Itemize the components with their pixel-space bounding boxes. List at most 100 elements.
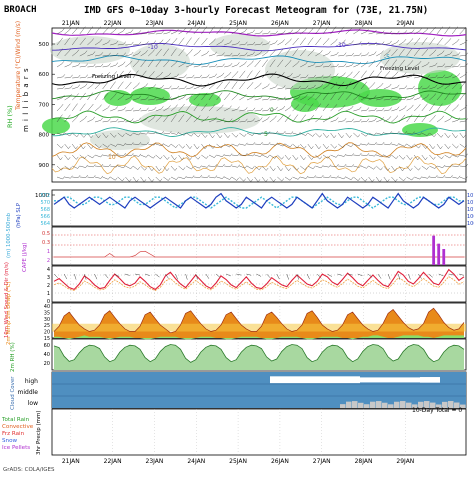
wind-barb-flag	[402, 168, 405, 172]
wind-barb	[178, 154, 183, 161]
wind-barb	[436, 86, 443, 90]
wind-barb	[345, 95, 350, 101]
wind-barb-flag	[434, 84, 438, 88]
wind-barb-flag	[425, 157, 428, 160]
precip-mm-label: 3hr Precip (mm)	[36, 410, 42, 455]
wind-barb	[56, 106, 62, 112]
wind-barb	[163, 176, 169, 181]
wind-barb	[459, 107, 466, 112]
wind-barb-flag	[175, 104, 178, 108]
wind-barb-flag	[296, 104, 300, 108]
wind-barb	[353, 43, 360, 46]
wind-barb-flag	[350, 177, 354, 180]
wind-barb	[444, 119, 451, 123]
wind-barb	[155, 74, 161, 79]
wind-barb-flag	[366, 94, 369, 98]
temp-tick: 35	[44, 310, 50, 316]
wind-barb-flag	[237, 52, 240, 56]
wind-barb-flag	[389, 83, 392, 87]
wind-barb	[132, 98, 139, 101]
wind-barb-flag	[321, 63, 324, 67]
wind-barb	[315, 132, 320, 138]
wind-barb	[284, 154, 289, 160]
wind-barb-flag	[85, 63, 88, 67]
wind-barb	[269, 118, 275, 123]
wind-barb-flag	[312, 133, 315, 137]
wind-barb-flag	[275, 106, 278, 110]
wind-barb	[444, 132, 449, 138]
wind-barb-flag	[91, 82, 95, 86]
wind-barb-flag	[388, 116, 392, 119]
wind-barb	[300, 117, 304, 123]
wind-barb-flag	[138, 51, 141, 54]
wind-barb	[178, 106, 183, 112]
wind-barb-flag	[214, 51, 217, 55]
wind-barb	[132, 32, 139, 35]
wind-barb	[224, 65, 231, 68]
wind-barb-flag	[364, 178, 368, 182]
wind-barb	[102, 84, 107, 90]
wind-barb	[345, 29, 351, 35]
wind-barb-flag	[138, 95, 141, 99]
wind-barb-flag	[425, 103, 428, 107]
wind-barb	[444, 53, 451, 57]
wind-barb	[56, 63, 63, 68]
wind-barb	[216, 54, 223, 57]
wind-barb-flag	[404, 131, 408, 134]
wind-barb-flag	[447, 92, 451, 96]
wind-barb-flag	[60, 114, 63, 118]
wind-barb	[208, 66, 215, 68]
wind-barb	[452, 66, 459, 68]
wind-barb	[132, 84, 138, 90]
wind-barb-flag	[289, 105, 293, 108]
wind-barb-flag	[313, 84, 316, 88]
wind-barb-flag	[334, 145, 337, 149]
wind-dir-barb	[226, 273, 231, 277]
wind-barb	[72, 86, 78, 90]
wind-barb	[208, 176, 215, 179]
wind-barb-flag	[212, 26, 215, 30]
wind-barb	[163, 32, 170, 35]
wind-barb-flag	[311, 146, 314, 149]
wind-barb-flag	[381, 41, 385, 45]
wind-barb-flag	[229, 118, 233, 122]
wind-barb	[391, 51, 396, 57]
wind-barb-flag	[189, 114, 193, 118]
wind-barb	[300, 30, 306, 35]
wind-barb	[338, 74, 344, 79]
wind-barb	[406, 31, 413, 35]
wind-barb-flag	[290, 144, 293, 148]
wind-barb-flag	[366, 118, 370, 122]
wind-barb	[254, 32, 261, 35]
wind-barb-flag	[455, 92, 458, 96]
wind-barb	[140, 132, 147, 135]
wind-barb-flag	[108, 63, 111, 67]
wind-barb	[155, 117, 161, 123]
wind-barb	[117, 132, 123, 137]
wind-barb-flag	[417, 48, 420, 52]
wind-barb	[345, 132, 350, 138]
wind-barb-flag	[91, 146, 94, 149]
wind-barb-flag	[122, 134, 125, 137]
wind-barb-flag	[419, 95, 422, 98]
wind-barb-flag	[159, 59, 162, 63]
wind-barb-flag	[252, 142, 256, 145]
wind-barb	[262, 33, 269, 35]
wind-barb-flag	[465, 52, 468, 56]
wind-dir-barb	[195, 273, 199, 280]
wind-barb-flag	[336, 73, 339, 77]
wind-barb	[376, 143, 383, 145]
rh-area	[54, 344, 464, 370]
wind-barb	[338, 165, 345, 167]
wind-barb-flag	[388, 155, 392, 158]
wind-barb-flag	[341, 92, 344, 96]
wind-barb	[429, 165, 435, 169]
wind-barb	[132, 154, 139, 157]
wind-barb-flag	[357, 93, 361, 97]
wind-barb-flag	[243, 178, 246, 182]
wind-barb	[117, 109, 124, 112]
cloud-low-block	[370, 401, 376, 408]
wind-barb-flag	[84, 50, 88, 54]
wind-barb-flag	[273, 178, 276, 182]
wind-barb	[102, 74, 108, 79]
